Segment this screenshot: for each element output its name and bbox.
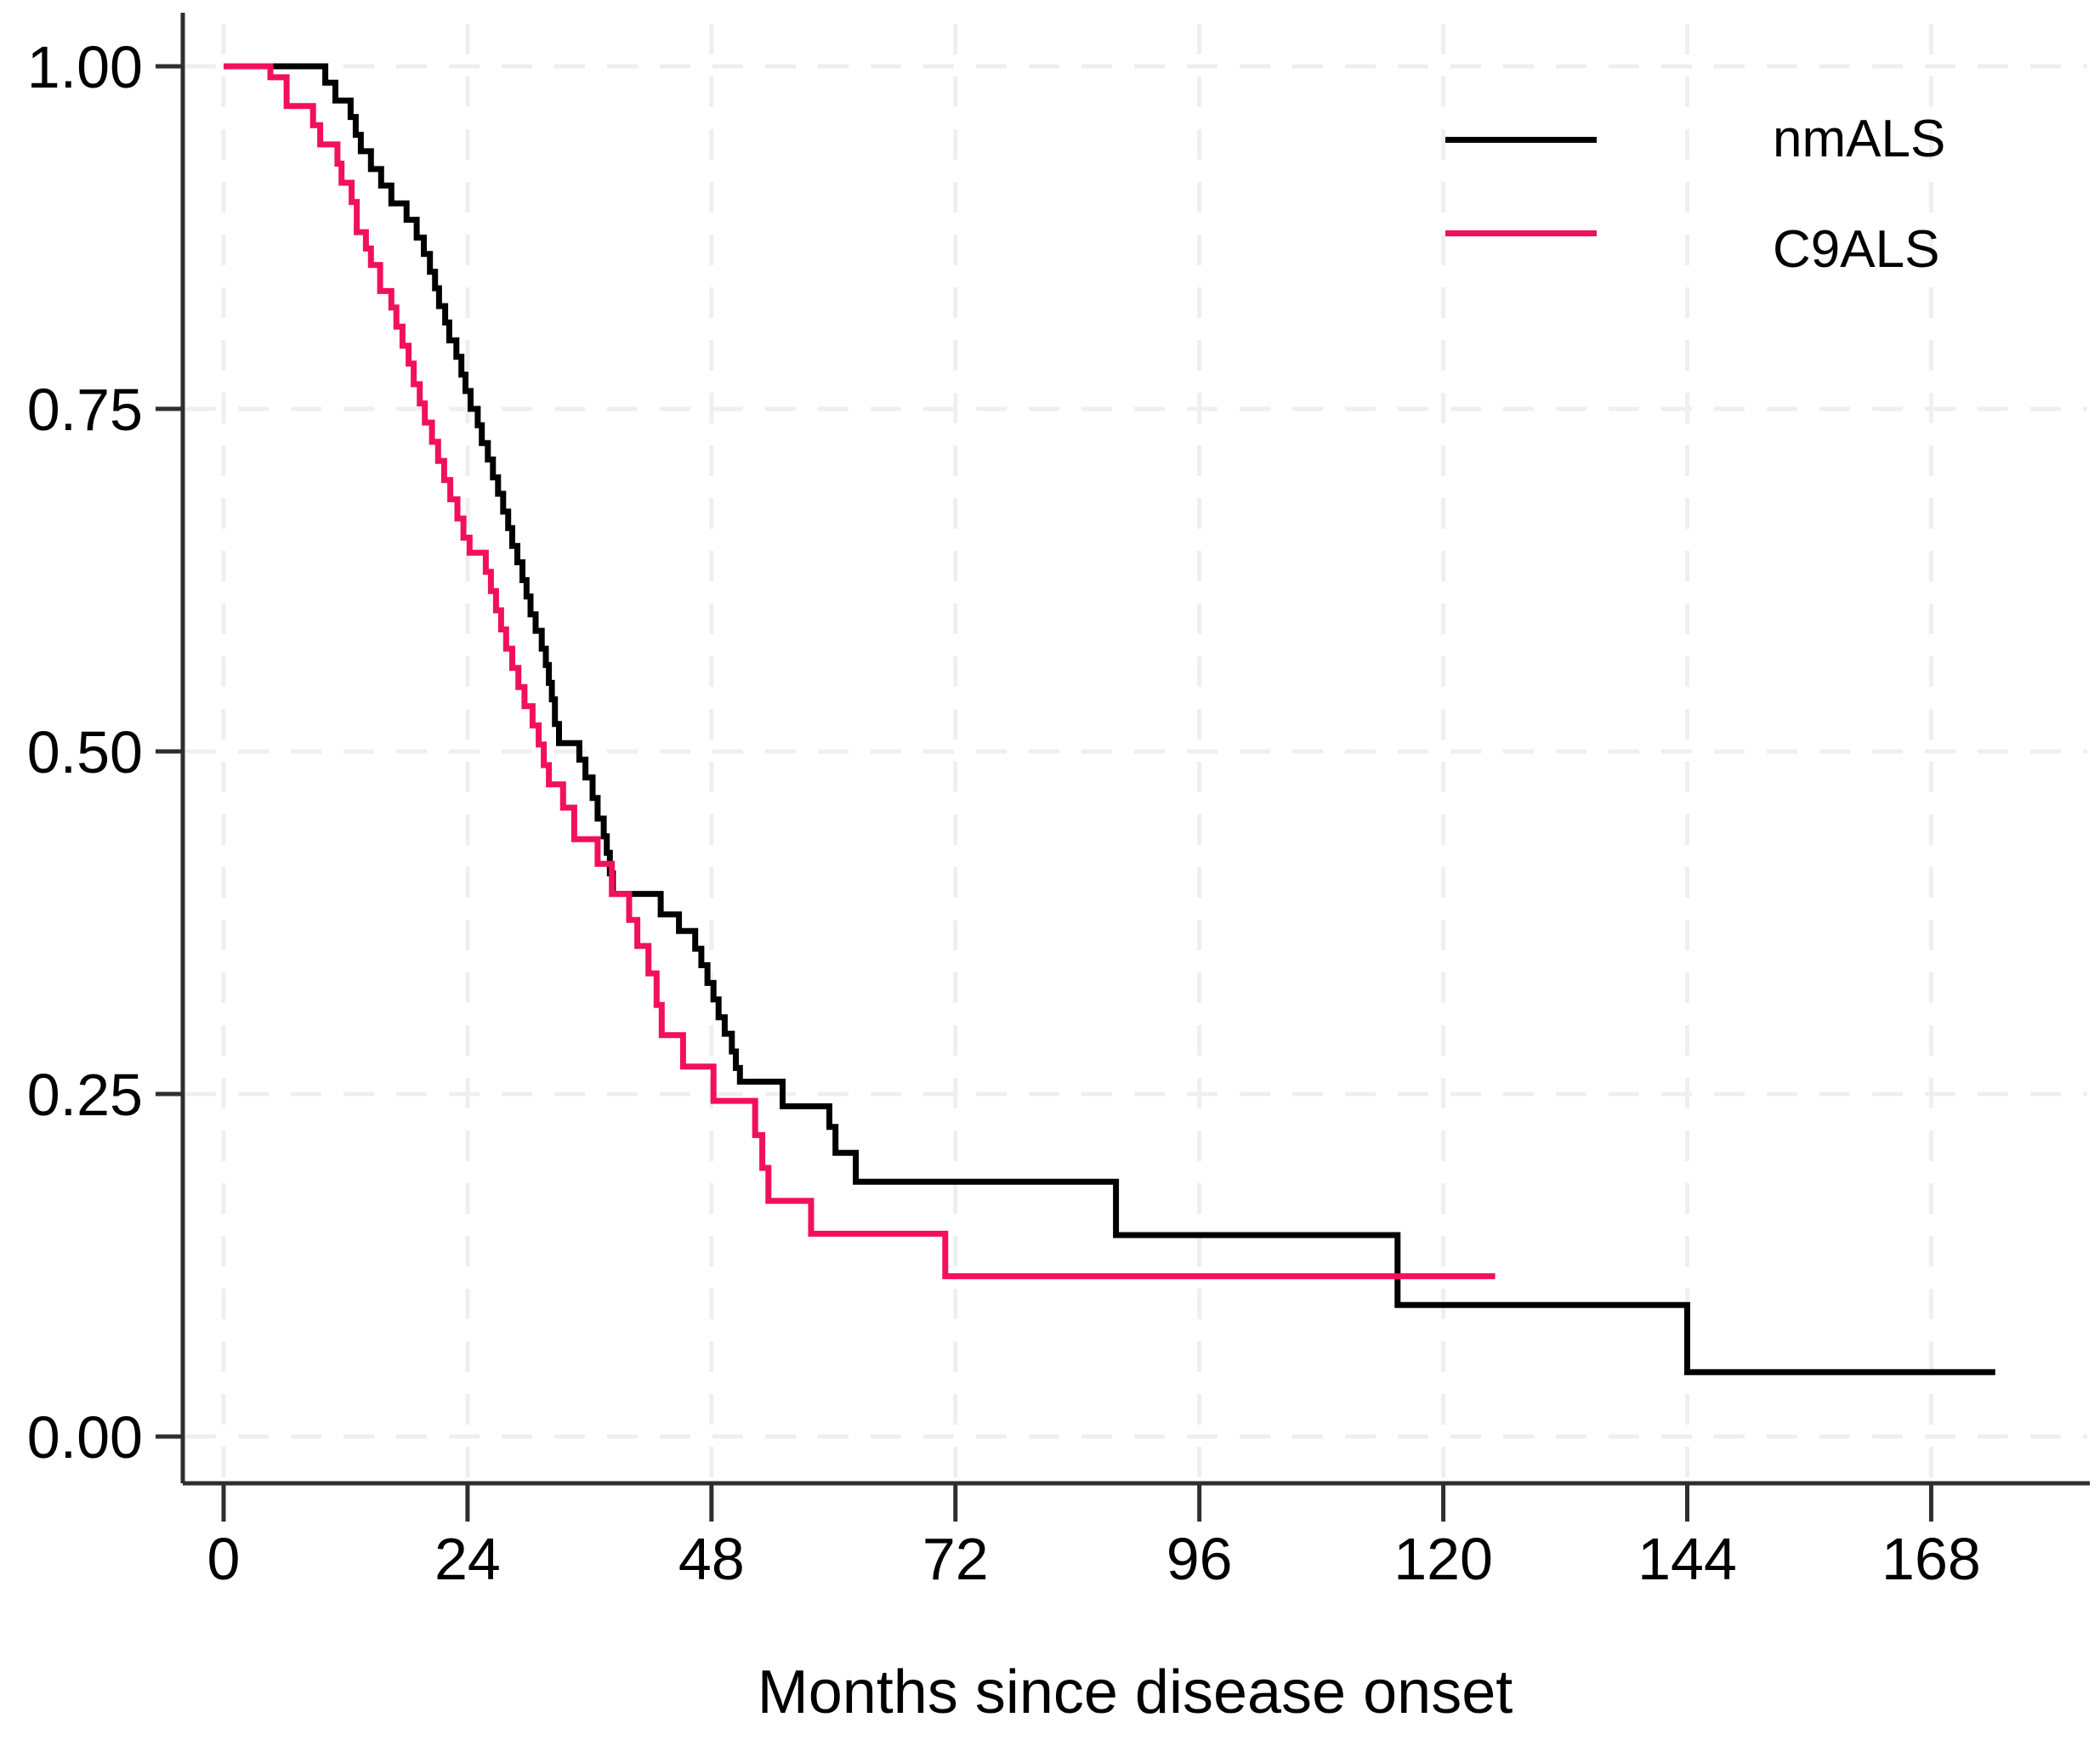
y-tick-label: 1.00 (27, 34, 143, 100)
horizontal-gridlines (185, 64, 2087, 1439)
x-tick-label: 0 (207, 1526, 241, 1592)
x-tick-label: 168 (1881, 1526, 1981, 1592)
x-tick-label: 24 (434, 1526, 501, 1592)
x-tick-label: 96 (1166, 1526, 1233, 1592)
axes (180, 13, 2090, 1486)
x-axis-title: Months since disease onset (757, 1658, 1513, 1726)
y-tick-labels: 1.00 0.75 0.50 0.25 0.00 (27, 34, 143, 1471)
series-curve-nmALS (224, 63, 1995, 1375)
y-tick-label: 0.00 (27, 1404, 143, 1471)
legend-entry-nmals: nmALS (1445, 109, 1945, 170)
x-tick-label: 144 (1637, 1526, 1737, 1592)
x-tick-label: 120 (1393, 1526, 1493, 1592)
y-tick-label: 0.50 (27, 719, 143, 785)
c9als-line-swatch (1445, 230, 1597, 236)
y-ticks (156, 64, 183, 1439)
legend-label-nmals: nmALS (1773, 110, 1946, 168)
nmals-line-swatch (1445, 136, 1597, 143)
legend-label-c9als: C9ALS (1773, 220, 1940, 279)
y-tick-label: 0.75 (27, 377, 143, 443)
series-curve-C9ALS (224, 63, 1496, 1279)
x-tick-label: 72 (922, 1526, 989, 1592)
x-ticks (221, 1483, 1933, 1522)
y-tick-label: 0.25 (27, 1062, 143, 1128)
x-tick-label: 48 (678, 1526, 745, 1592)
x-tick-labels: 0 24 48 72 96 120 144 168 (207, 1526, 1981, 1592)
legend-entry-c9als: C9ALS (1445, 202, 1939, 276)
